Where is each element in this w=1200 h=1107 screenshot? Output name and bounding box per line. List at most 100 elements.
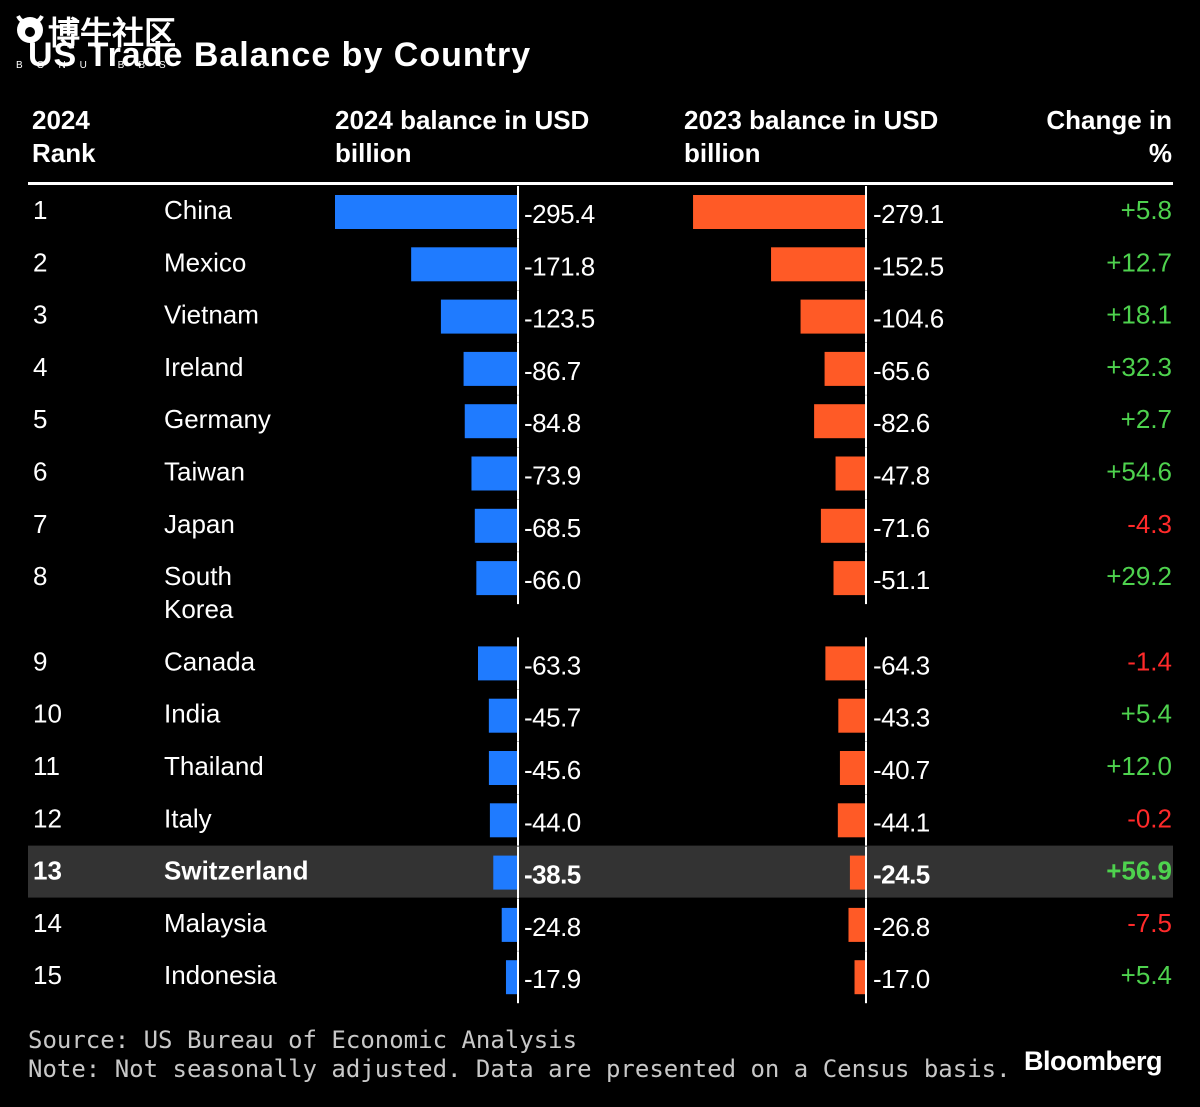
bar-2024 [493, 855, 517, 890]
bar-2023 [771, 247, 865, 282]
country-label: Italy [164, 803, 212, 833]
value-label-2024: -66.0 [524, 565, 581, 595]
header-2023-line2: billion [684, 138, 761, 168]
change-percent-label: +2.7 [1121, 404, 1172, 434]
value-label-2023: -26.8 [873, 912, 930, 942]
rank-label: 10 [33, 699, 62, 729]
change-percent-label: +12.0 [1106, 751, 1172, 781]
rank-label: 3 [33, 300, 47, 330]
header-2023-balance: 2023 balance in USD billion [684, 104, 984, 170]
bar-2024 [476, 561, 517, 596]
bar-2023 [825, 646, 865, 681]
value-label-2023: -152.5 [873, 251, 944, 281]
country-label: China [164, 195, 232, 225]
source-text: Source: US Bureau of Economic Analysis [28, 1026, 578, 1054]
bar-2023 [835, 456, 865, 491]
value-label-2024: -44.0 [524, 807, 581, 837]
bar-2024 [501, 907, 517, 942]
bar-2023 [820, 508, 865, 543]
change-percent-label: -7.5 [1127, 908, 1172, 938]
change-percent-label: +5.4 [1121, 960, 1172, 990]
bar-2023 [837, 803, 865, 838]
value-label-2024: -68.5 [524, 513, 581, 543]
value-label-2023: -40.7 [873, 755, 930, 785]
change-percent-label: -1.4 [1127, 646, 1172, 676]
change-percent-label: +54.6 [1106, 457, 1172, 487]
bar-2024 [505, 960, 517, 995]
value-label-2023: -43.3 [873, 703, 930, 733]
change-percent-label: -0.2 [1127, 803, 1172, 833]
rank-label: 8 [33, 561, 47, 591]
country-label: Germany [164, 404, 271, 434]
watermark-text: 博牛社区 [48, 14, 177, 52]
bar-2023 [833, 561, 865, 596]
value-label-2024: -17.9 [524, 964, 581, 994]
rank-label: 14 [33, 908, 62, 938]
change-percent-label: +18.1 [1106, 300, 1172, 330]
header-change-line2: % [1148, 138, 1172, 168]
change-percent-label: +32.3 [1106, 352, 1172, 382]
change-percent-label: +29.2 [1106, 561, 1172, 591]
bar-2024 [471, 456, 517, 491]
country-label: Switzerland [164, 856, 308, 886]
change-percent-label: +56.9 [1106, 856, 1172, 886]
rank-label: 11 [33, 751, 60, 781]
country-label: Vietnam [164, 300, 259, 330]
bar-2024 [335, 195, 517, 229]
rank-label: 13 [33, 856, 62, 886]
value-label-2024: -45.6 [524, 755, 581, 785]
value-label-2023: -71.6 [873, 513, 930, 543]
value-label-2023: -82.6 [873, 408, 930, 438]
value-label-2024: -84.8 [524, 408, 581, 438]
bar-2023 [800, 299, 865, 334]
country-label: Mexico [164, 247, 246, 277]
value-label-2024: -45.7 [524, 703, 581, 733]
bar-2024 [440, 299, 517, 334]
country-label: South [164, 561, 232, 591]
bull-logo-icon [16, 15, 44, 43]
country-label: Indonesia [164, 960, 277, 990]
bar-2024 [478, 646, 517, 681]
change-percent-label: -4.3 [1127, 509, 1172, 539]
rank-label: 5 [33, 404, 47, 434]
bar-2023 [693, 195, 865, 229]
country-label: Malaysia [164, 908, 267, 938]
rank-label: 15 [33, 960, 62, 990]
header-divider [28, 182, 1173, 185]
bar-2023 [848, 907, 865, 942]
rank-label: 6 [33, 457, 47, 487]
value-label-2023: -24.5 [873, 860, 930, 890]
bar-2023 [824, 351, 865, 386]
rank-label: 1 [33, 195, 47, 225]
rank-label: 7 [33, 509, 47, 539]
value-label-2023: -64.3 [873, 650, 930, 680]
value-label-2023: -51.1 [873, 565, 930, 595]
highlight-row-background [28, 845, 1173, 898]
bar-2023 [838, 698, 865, 733]
value-label-2023: -65.6 [873, 356, 930, 386]
country-label: Taiwan [164, 457, 245, 487]
value-label-2023: -44.1 [873, 807, 930, 837]
bar-2024 [489, 803, 517, 838]
country-label: Japan [164, 509, 235, 539]
chart-title: US Trade Balance by Country [28, 36, 532, 74]
country-label: Ireland [164, 352, 244, 382]
header-2024-balance: 2024 balance in USD billion [335, 104, 635, 170]
bar-2024 [411, 247, 517, 282]
bar-2024 [463, 351, 517, 386]
value-label-2024: -123.5 [524, 304, 595, 334]
value-label-2024: -63.3 [524, 650, 581, 680]
header-change: Change in % [972, 104, 1172, 170]
header-rank: 2024 Rank [32, 104, 152, 170]
note-text: Note: Not seasonally adjusted. Data are … [28, 1055, 1011, 1083]
rank-label: 9 [33, 646, 47, 676]
bar-2024 [488, 698, 517, 733]
header-2023-line1: 2023 balance in USD [684, 105, 939, 135]
bar-2023 [839, 751, 865, 785]
header-2024-line2: billion [335, 138, 412, 168]
rank-label: 4 [33, 352, 47, 382]
header-2024-line1: 2024 balance in USD [335, 105, 590, 135]
value-label-2024: -295.4 [524, 199, 595, 229]
bar-2024 [488, 751, 517, 785]
